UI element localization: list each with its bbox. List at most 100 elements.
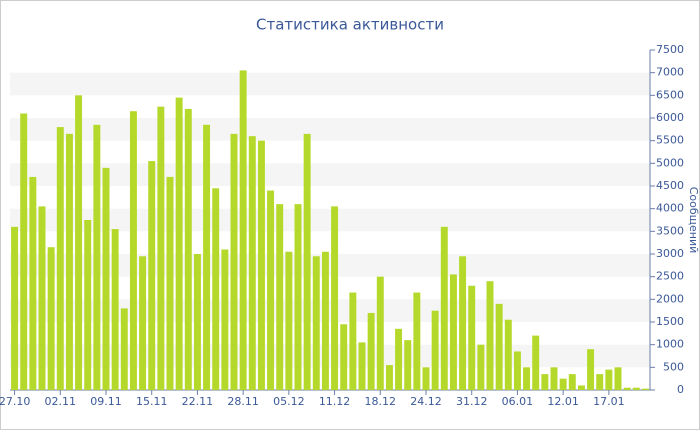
bar [395, 328, 403, 390]
y-tick-label: 2000 [656, 292, 684, 305]
bar [248, 136, 256, 390]
bar [303, 133, 311, 390]
y-tick-label: 7000 [656, 66, 684, 79]
bar [221, 249, 229, 390]
bar [84, 220, 92, 390]
x-tick-label: 28.11 [227, 395, 259, 408]
bar [93, 124, 101, 391]
x-tick-label: 06.01 [502, 395, 534, 408]
bar [486, 281, 494, 390]
x-tick-label: 12.01 [547, 395, 579, 408]
y-tick-label: 5500 [656, 134, 684, 147]
y-tick-label: 6000 [656, 111, 684, 124]
bar [139, 256, 147, 390]
bar [440, 226, 448, 390]
bar [513, 351, 521, 390]
y-axis-title: Сообщений [687, 187, 700, 254]
bar [175, 97, 183, 390]
bar [605, 369, 613, 390]
bar [577, 385, 585, 390]
bar [267, 190, 275, 390]
chart-title: Статистика активности [256, 16, 444, 34]
bar [587, 349, 595, 390]
bar [340, 324, 348, 390]
bar [321, 251, 329, 390]
x-tick-label: 02.11 [45, 395, 77, 408]
bar [129, 111, 137, 390]
bar [504, 319, 512, 390]
bar [157, 106, 165, 391]
bar [367, 312, 375, 390]
y-tick-label: 3000 [656, 247, 684, 260]
grid-band [10, 118, 650, 141]
bar [632, 387, 640, 390]
bar [47, 247, 55, 390]
bar [56, 127, 64, 391]
x-tick-label: 17.01 [593, 395, 625, 408]
bar [75, 95, 83, 390]
bar [230, 133, 238, 390]
bar [358, 342, 366, 390]
x-tick-label: 15.11 [136, 395, 168, 408]
bar [477, 344, 485, 390]
bar [29, 176, 37, 390]
bar [550, 367, 558, 390]
bar [102, 167, 110, 390]
x-tick-label: 27.10 [0, 395, 30, 408]
bar [294, 204, 302, 390]
bar [11, 226, 19, 390]
bar [111, 229, 119, 390]
x-tick-label: 09.11 [90, 395, 122, 408]
y-tick-label: 2500 [656, 270, 684, 283]
bar [239, 70, 247, 391]
bar [641, 388, 649, 390]
bar [385, 365, 393, 390]
x-tick-label: 31.12 [456, 395, 488, 408]
x-tick-label: 11.12 [319, 395, 351, 408]
y-tick-label: 4500 [656, 179, 684, 192]
bar [212, 188, 220, 390]
y-tick-label: 5000 [656, 156, 684, 169]
bar [312, 256, 320, 390]
y-tick-label: 500 [663, 360, 684, 373]
bar [376, 276, 384, 390]
bar [276, 204, 284, 390]
x-tick-label: 18.12 [365, 395, 397, 408]
bar [459, 256, 467, 390]
bar [431, 310, 439, 390]
bar [20, 113, 28, 390]
bar [285, 251, 293, 390]
bar [166, 176, 174, 390]
bar [120, 308, 128, 390]
y-tick-label: 6500 [656, 88, 684, 101]
bar [184, 108, 192, 390]
bar [349, 292, 357, 390]
bar [203, 124, 211, 391]
bar [65, 133, 73, 390]
y-tick-label: 1000 [656, 338, 684, 351]
bar [523, 367, 531, 390]
bar [331, 206, 339, 390]
bar [38, 206, 46, 390]
bar [148, 161, 156, 390]
bar [404, 340, 412, 390]
bar [422, 367, 430, 390]
grid-band [10, 72, 650, 96]
y-tick-label: 1500 [656, 315, 684, 328]
x-tick-label: 22.11 [182, 395, 214, 408]
bar [541, 374, 549, 390]
x-tick-label: 05.12 [273, 395, 305, 408]
y-tick-label: 3500 [656, 224, 684, 237]
bar [568, 374, 576, 390]
bar [532, 335, 540, 390]
y-tick-label: 4000 [656, 202, 684, 215]
bar [468, 285, 476, 390]
bar [193, 254, 201, 390]
bar [623, 387, 631, 390]
bar [614, 367, 622, 390]
bar [559, 378, 567, 390]
bar [596, 374, 604, 390]
y-tick-label: 0 [677, 383, 684, 396]
y-tick-label: 7500 [656, 43, 684, 56]
